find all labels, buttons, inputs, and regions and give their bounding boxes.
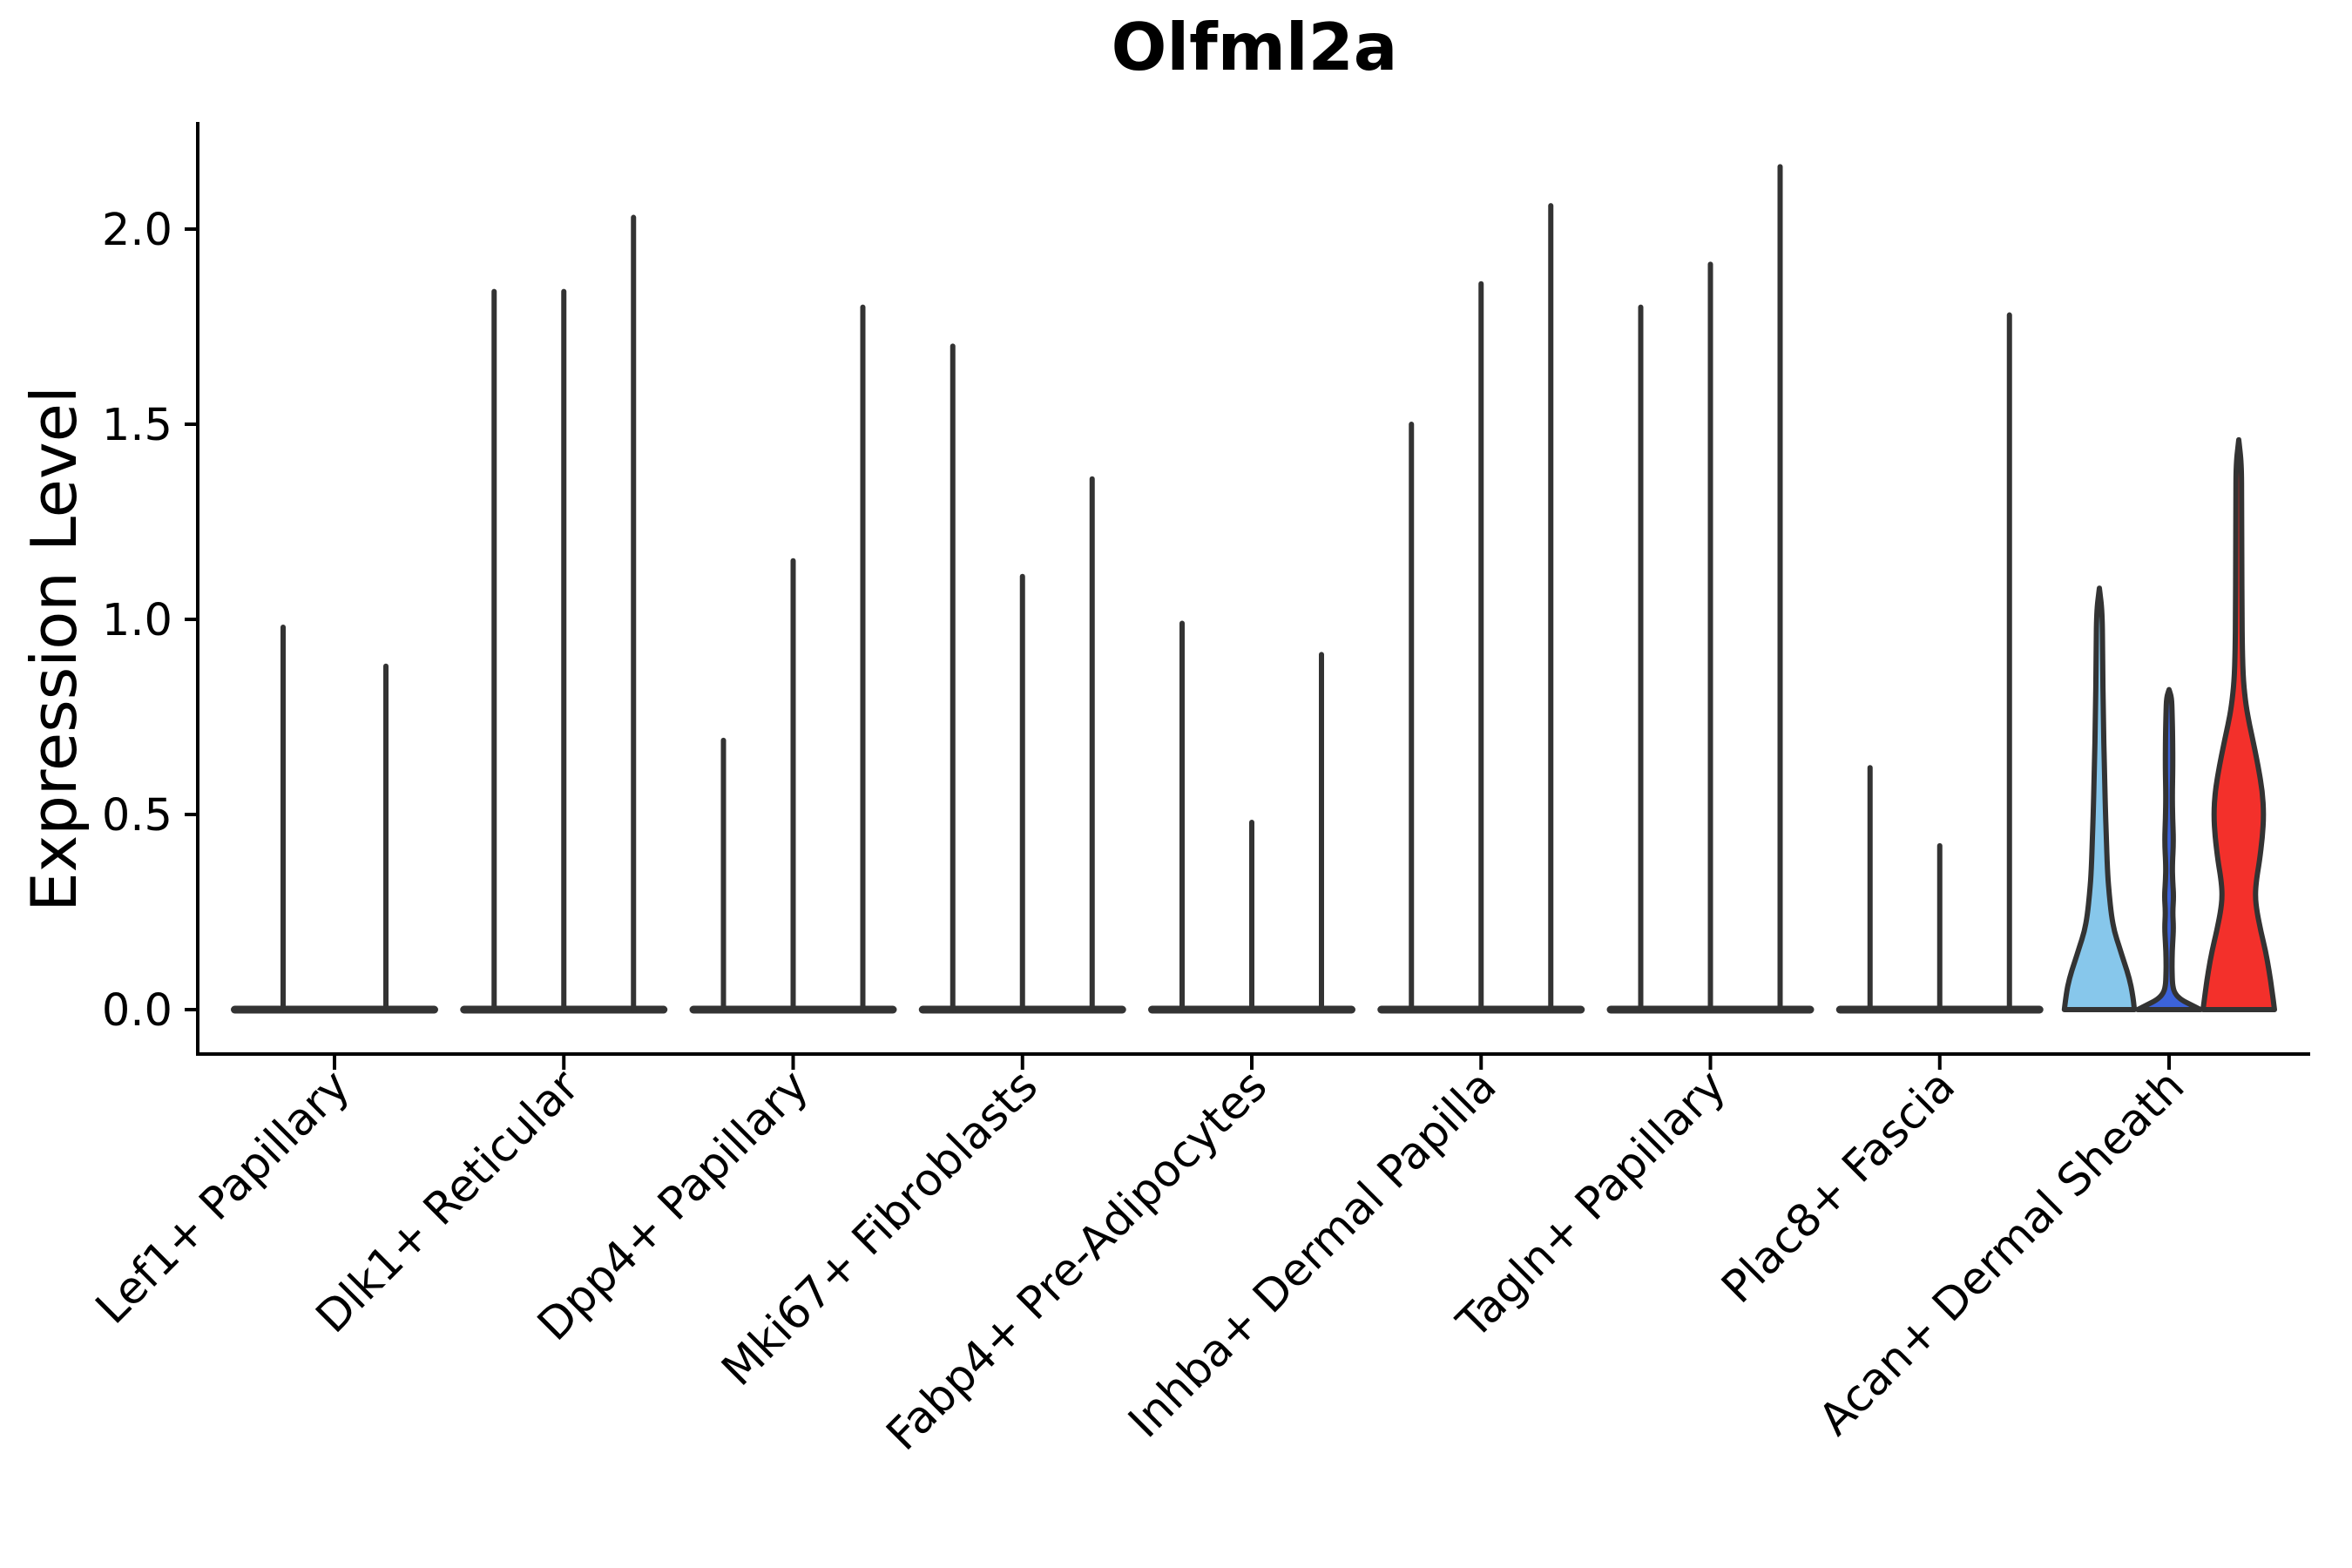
violin[interactable] bbox=[2134, 686, 2204, 1012]
y-tick-label: 2.0 bbox=[102, 205, 172, 256]
chart-title: Olfml2a bbox=[1111, 9, 1398, 85]
x-tick-label: Inhba+ Dermal Papilla bbox=[1119, 1060, 1507, 1448]
y-tick-label: 0.0 bbox=[102, 985, 172, 1037]
x-tick-label: Fabp4+ Pre-Adipocytes bbox=[877, 1060, 1277, 1460]
y-tick-label: 1.0 bbox=[102, 595, 172, 646]
violin[interactable] bbox=[2200, 436, 2277, 1012]
x-tick-label: Acan+ Dermal Sheath bbox=[1809, 1060, 2194, 1445]
y-tick-label: 1.5 bbox=[102, 400, 172, 451]
x-tick-label: Plac8+ Fascia bbox=[1713, 1060, 1965, 1313]
y-tick-label: 0.5 bbox=[102, 790, 172, 841]
violin-base-bar bbox=[231, 1005, 438, 1014]
x-tick-label: Lef1+ Papillary bbox=[86, 1060, 360, 1334]
violin[interactable] bbox=[2061, 585, 2138, 1012]
